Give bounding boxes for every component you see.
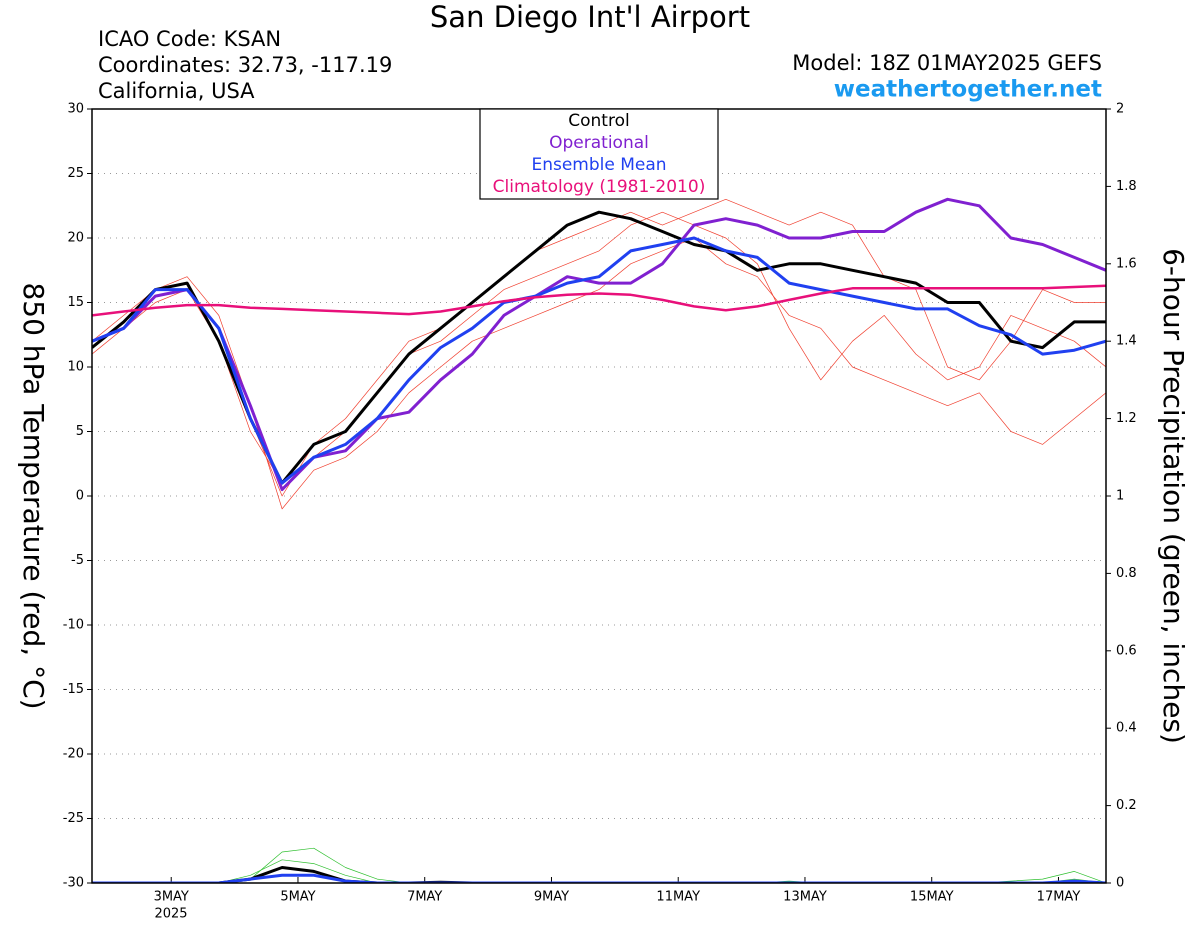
x-tick-label: 5MAY — [280, 890, 315, 905]
y-axis-label: 850 hPa Temperature (red, °C) — [17, 282, 50, 709]
x-year-label: 2025 — [154, 907, 187, 922]
series-line — [92, 847, 1106, 883]
legend-entry: Climatology (1981-2010) — [493, 177, 706, 197]
y2-tick-label: 1.8 — [1116, 179, 1137, 194]
x-tick-label: 9MAY — [534, 890, 569, 905]
y2-tick-label: 0.6 — [1116, 643, 1137, 658]
y2-tick-label: 1.4 — [1116, 334, 1137, 349]
series-line — [92, 197, 1106, 492]
y2-axis-label: 6-hour Precipitation (green, inches) — [1157, 248, 1190, 744]
y2-tick-label: 1 — [1116, 489, 1124, 504]
y-tick-label: 5 — [76, 424, 84, 439]
series-line — [92, 859, 1106, 883]
series-line — [92, 866, 1106, 883]
x-tick-label: 7MAY — [407, 890, 442, 905]
series-line — [92, 236, 1106, 485]
x-tick-label: 15MAY — [910, 890, 954, 905]
y-tick-label: -30 — [63, 876, 84, 891]
legend-entry: Ensemble Mean — [531, 155, 666, 175]
y-tick-label: -5 — [71, 553, 84, 568]
source-label: weathertogether.net — [834, 77, 1102, 103]
legend-box — [479, 108, 719, 200]
y2-tick-label: 2 — [1116, 102, 1124, 117]
y2-tick-label: 0.2 — [1116, 798, 1137, 813]
x-tick-label: 3MAY — [154, 890, 189, 905]
series-line — [92, 237, 1106, 510]
y-tick-label: 20 — [67, 231, 84, 246]
y2-tick-label: 1.6 — [1116, 256, 1137, 271]
chart-title: San Diego Int'l Airport — [430, 0, 750, 34]
info-line: California, USA — [98, 79, 255, 103]
x-tick-label: 13MAY — [783, 890, 827, 905]
y-tick-label: -15 — [63, 682, 84, 697]
legend-entry: Operational — [549, 133, 649, 153]
y-tick-label: -20 — [63, 747, 84, 762]
y-tick-label: -25 — [63, 811, 84, 826]
y-tick-label: 10 — [67, 360, 84, 375]
y-tick-label: 30 — [67, 102, 84, 117]
series-line — [92, 873, 1106, 883]
x-tick-label: 11MAY — [656, 890, 700, 905]
y2-tick-label: 0.4 — [1116, 721, 1137, 736]
legend-entry: Control — [568, 111, 629, 131]
y-tick-label: 15 — [67, 295, 84, 310]
y-tick-label: 0 — [76, 489, 84, 504]
series-line — [92, 210, 1106, 485]
y2-tick-label: 0 — [1116, 876, 1124, 891]
y-tick-label: -10 — [63, 618, 84, 633]
series-line — [92, 284, 1106, 317]
x-tick-label: 17MAY — [1037, 890, 1081, 905]
series-line — [92, 211, 1106, 484]
series-line — [92, 198, 1106, 497]
y-tick-label: 25 — [67, 166, 84, 181]
info-line: ICAO Code: KSAN — [98, 27, 281, 51]
info-line: Coordinates: 32.73, -117.19 — [98, 53, 392, 77]
y2-tick-label: 1.2 — [1116, 411, 1137, 426]
model-label: Model: 18Z 01MAY2025 GEFS — [792, 51, 1102, 75]
y2-tick-label: 0.8 — [1116, 566, 1137, 581]
